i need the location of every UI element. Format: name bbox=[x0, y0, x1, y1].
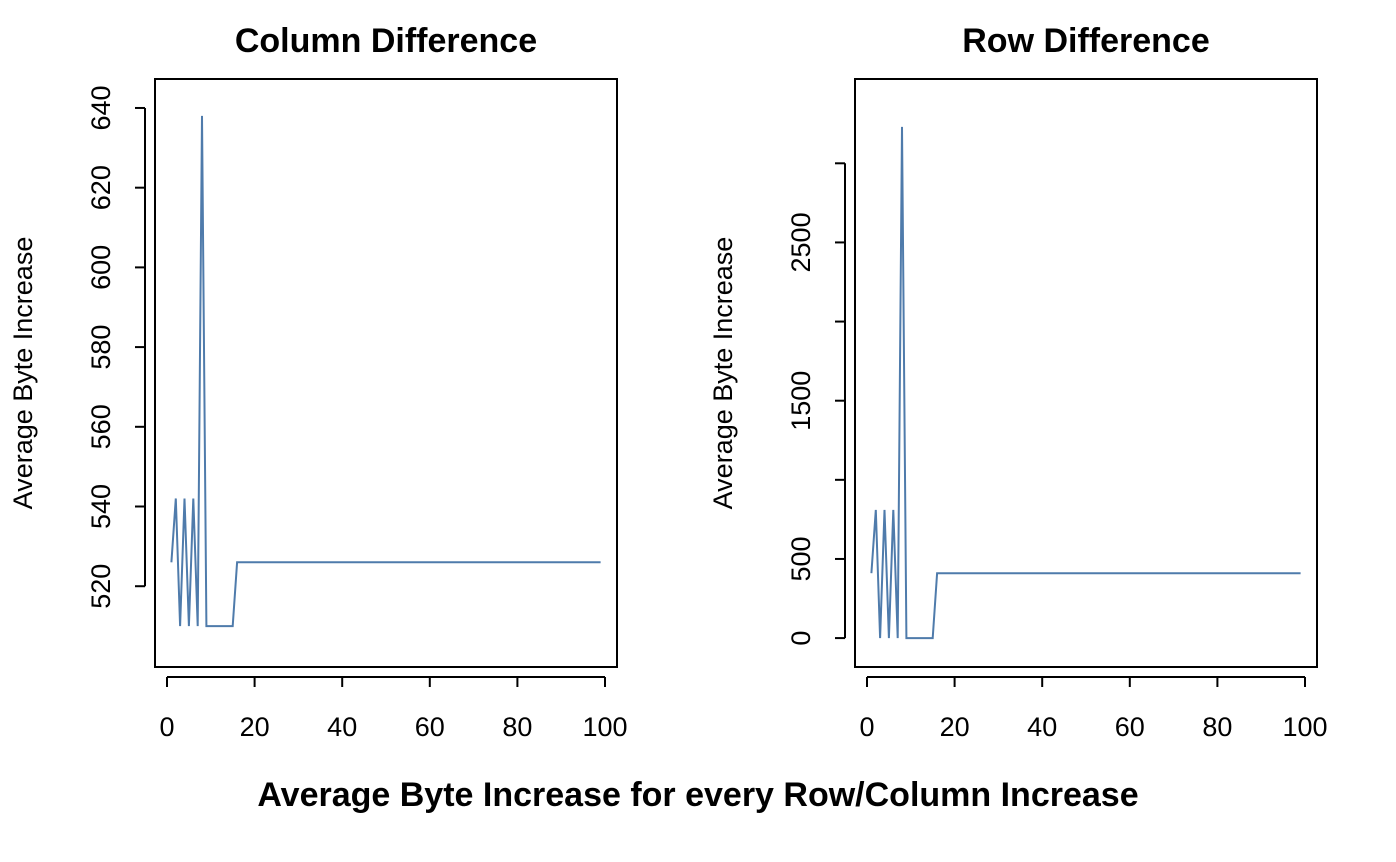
y-tick-label: 580 bbox=[86, 325, 116, 370]
x-tick-label: 60 bbox=[1115, 712, 1145, 742]
y-tick-label: 560 bbox=[86, 404, 116, 449]
y-tick-label: 540 bbox=[86, 484, 116, 529]
plot-frame bbox=[854, 78, 1318, 668]
series-line bbox=[170, 115, 601, 628]
x-tick-label: 80 bbox=[502, 712, 532, 742]
x-tick-label: 100 bbox=[1282, 712, 1327, 742]
chart-title: Column Difference bbox=[235, 22, 537, 60]
y-tick-label: 520 bbox=[86, 564, 116, 609]
y-tick-label: 0 bbox=[786, 631, 816, 646]
series-line bbox=[870, 126, 1301, 640]
y-tick-label: 620 bbox=[86, 165, 116, 210]
x-tick-label: 20 bbox=[940, 712, 970, 742]
column-difference-panel: Column Difference 0 20 40 60 80 100 520 540 560 58… bbox=[8, 22, 628, 742]
y-axis-label: Average Byte Increase bbox=[8, 237, 38, 510]
x-tick-label: 20 bbox=[240, 712, 270, 742]
y-tick-label: 1500 bbox=[786, 371, 816, 431]
plot-frame bbox=[154, 78, 618, 668]
y-tick-label: 2500 bbox=[786, 212, 816, 272]
x-tick-label: 100 bbox=[582, 712, 627, 742]
x-tick-label: 80 bbox=[1202, 712, 1232, 742]
row-difference-panel: Row Difference 0 20 40 60 80 100 0 500 1500 2500 Av… bbox=[708, 22, 1328, 742]
chart-title: Row Difference bbox=[962, 22, 1210, 60]
figure-label: Average Byte Increase for every Row/Colu… bbox=[257, 776, 1138, 814]
y-tick-label: 500 bbox=[786, 536, 816, 581]
x-tick-label: 40 bbox=[1027, 712, 1057, 742]
x-tick-label: 40 bbox=[327, 712, 357, 742]
y-tick-label: 640 bbox=[86, 85, 116, 130]
x-tick-label: 0 bbox=[859, 712, 874, 742]
x-tick-label: 0 bbox=[159, 712, 174, 742]
y-axis-label: Average Byte Increase bbox=[708, 237, 738, 510]
y-tick-label: 600 bbox=[86, 245, 116, 290]
x-tick-label: 60 bbox=[415, 712, 445, 742]
